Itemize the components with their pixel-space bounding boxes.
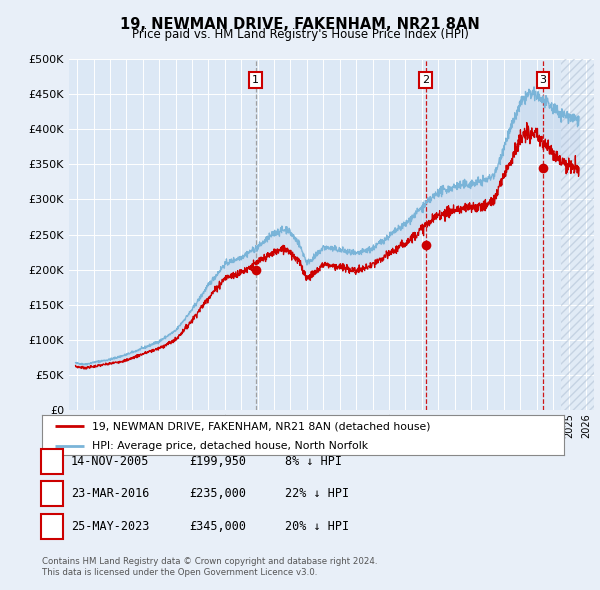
Bar <box>561 59 594 410</box>
Text: 3: 3 <box>48 520 56 533</box>
Text: 19, NEWMAN DRIVE, FAKENHAM, NR21 8AN: 19, NEWMAN DRIVE, FAKENHAM, NR21 8AN <box>120 17 480 31</box>
Text: 20% ↓ HPI: 20% ↓ HPI <box>285 520 349 533</box>
Text: 14-NOV-2005: 14-NOV-2005 <box>71 455 149 468</box>
Text: Contains HM Land Registry data © Crown copyright and database right 2024.: Contains HM Land Registry data © Crown c… <box>42 558 377 566</box>
Text: £199,950: £199,950 <box>189 455 246 468</box>
Text: HPI: Average price, detached house, North Norfolk: HPI: Average price, detached house, Nort… <box>92 441 368 451</box>
Text: 25-MAY-2023: 25-MAY-2023 <box>71 520 149 533</box>
Text: 8% ↓ HPI: 8% ↓ HPI <box>285 455 342 468</box>
Bar <box>561 59 594 410</box>
Text: 19, NEWMAN DRIVE, FAKENHAM, NR21 8AN (detached house): 19, NEWMAN DRIVE, FAKENHAM, NR21 8AN (de… <box>92 421 430 431</box>
Text: £345,000: £345,000 <box>189 520 246 533</box>
Text: 2: 2 <box>48 487 56 500</box>
Text: 1: 1 <box>48 455 56 468</box>
Text: 23-MAR-2016: 23-MAR-2016 <box>71 487 149 500</box>
Text: £235,000: £235,000 <box>189 487 246 500</box>
Text: 1: 1 <box>252 75 259 85</box>
Text: This data is licensed under the Open Government Licence v3.0.: This data is licensed under the Open Gov… <box>42 568 317 577</box>
Text: 22% ↓ HPI: 22% ↓ HPI <box>285 487 349 500</box>
Text: 3: 3 <box>539 75 547 85</box>
Text: Price paid vs. HM Land Registry's House Price Index (HPI): Price paid vs. HM Land Registry's House … <box>131 28 469 41</box>
Text: 2: 2 <box>422 75 429 85</box>
